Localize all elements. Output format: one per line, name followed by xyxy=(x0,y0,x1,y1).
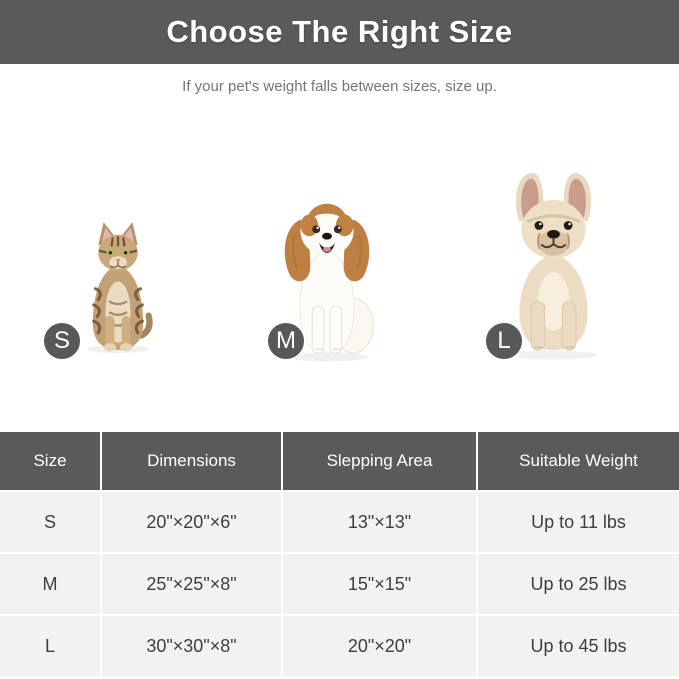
cell-m-dimensions: 25"×25"×8" xyxy=(102,554,281,614)
table-header-suitable-weight: Suitable Weight xyxy=(478,432,679,490)
cell-l-area: 20"×20" xyxy=(283,616,476,676)
page-title: Choose The Right Size xyxy=(166,14,513,49)
table-header-dimensions: Dimensions xyxy=(102,432,281,490)
bulldog-icon xyxy=(509,172,598,360)
size-badge-l-label: L xyxy=(497,327,511,354)
pets-row: S M L xyxy=(0,105,679,432)
table-header-size: Size xyxy=(0,432,100,490)
size-badge-l: L xyxy=(484,321,524,361)
cell-s-size: S xyxy=(0,492,100,552)
cell-m-area: 15"×15" xyxy=(283,554,476,614)
size-table: Size Dimensions Slepping Area Suitable W… xyxy=(0,432,679,676)
size-badge-m-label: M xyxy=(276,327,296,354)
cell-m-weight: Up to 25 lbs xyxy=(478,554,679,614)
cell-l-weight: Up to 45 lbs xyxy=(478,616,679,676)
cell-s-area: 13"×13" xyxy=(283,492,476,552)
cat-photo xyxy=(82,212,154,360)
subtitle: If your pet's weight falls between sizes… xyxy=(182,78,497,95)
size-badge-s-label: S xyxy=(53,327,70,354)
size-badge-m: M xyxy=(266,321,306,361)
cell-s-dimensions: 20"×20"×6" xyxy=(102,492,281,552)
spaniel-photo xyxy=(272,190,382,362)
cell-l-size: L xyxy=(0,616,100,676)
spaniel-icon xyxy=(284,203,374,362)
cell-s-weight: Up to 11 lbs xyxy=(478,492,679,552)
cell-l-dimensions: 30"×30"×8" xyxy=(102,616,281,676)
table-header-sleeping-area: Slepping Area xyxy=(283,432,476,490)
bulldog-photo xyxy=(498,164,610,361)
size-badge-s: S xyxy=(42,321,82,361)
cell-m-size: M xyxy=(0,554,100,614)
banner: Choose The Right Size xyxy=(0,0,679,64)
cat-icon xyxy=(87,222,153,354)
